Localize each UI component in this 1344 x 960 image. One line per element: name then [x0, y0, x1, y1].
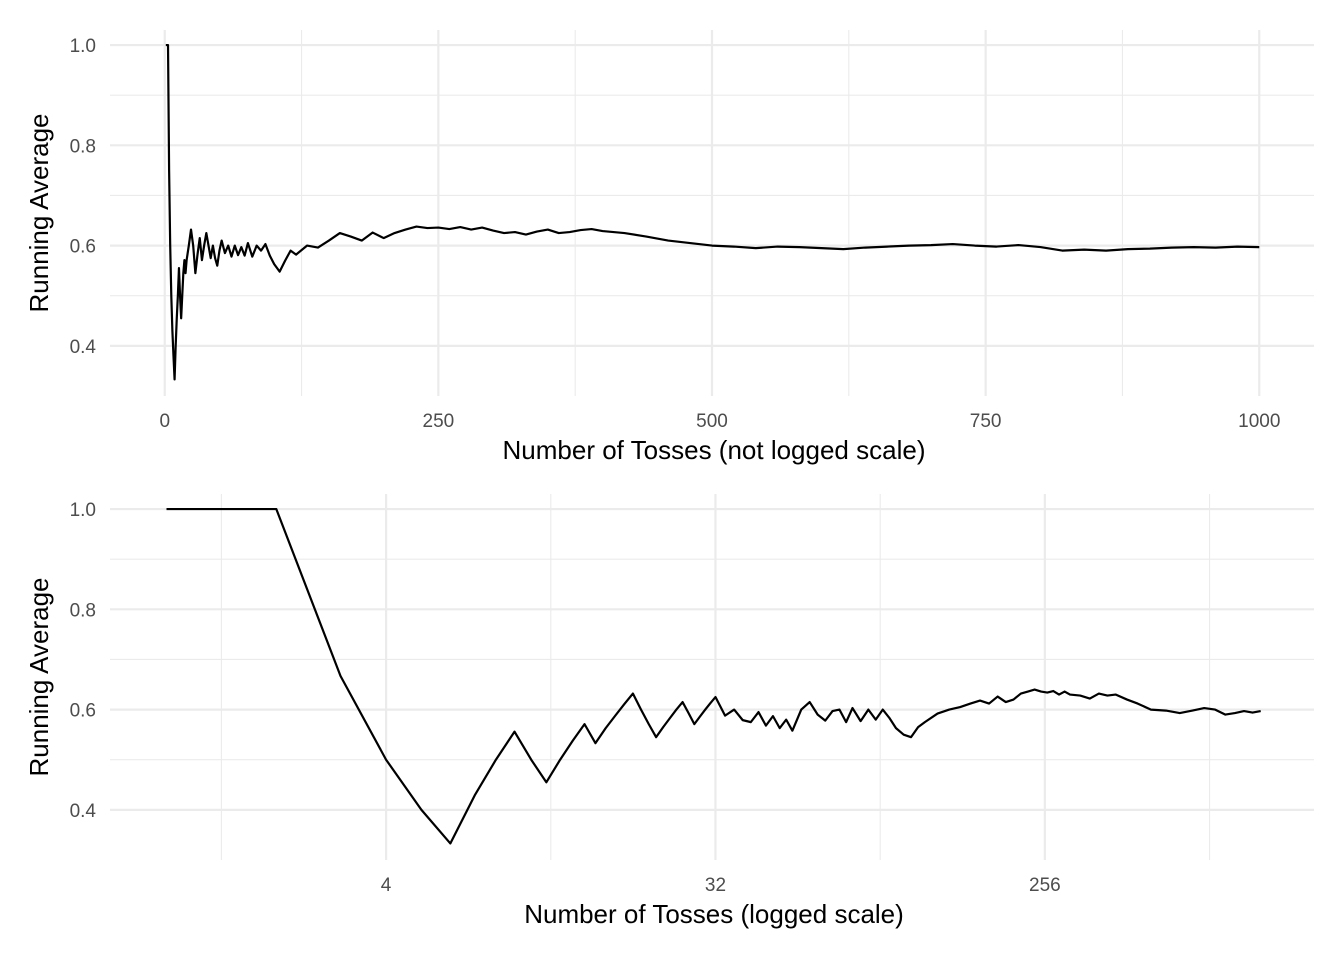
bottom-y-tick-label: 1.0: [70, 500, 96, 521]
bottom-series: [166, 507, 1261, 845]
bottom-x-tick-labels: 4 32 256: [381, 875, 1061, 896]
top-grid: [110, 30, 1314, 396]
bottom-running-average-line: [166, 507, 1261, 845]
top-running-average-line: [165, 43, 1260, 381]
top-panel: 0.4 0.6 0.8 1.0 0 250 500 750 1000 Number of To…: [24, 30, 1314, 465]
top-y-axis-title: Running Average: [24, 113, 54, 312]
bottom-y-tick-label: 0.8: [70, 600, 96, 621]
top-y-tick-label: 0.6: [70, 237, 96, 258]
bottom-y-tick-labels: 0.4 0.6 0.8 1.0: [70, 500, 97, 822]
bottom-x-tick-label: 32: [705, 875, 726, 896]
bottom-grid: [110, 494, 1314, 860]
top-x-tick-label: 500: [696, 411, 728, 432]
top-y-tick-labels: 0.4 0.6 0.8 1.0: [70, 36, 97, 358]
top-x-tick-label: 750: [970, 411, 1002, 432]
top-y-tick-label: 0.4: [70, 337, 97, 358]
top-y-tick-label: 1.0: [70, 36, 96, 57]
top-x-tick-label: 250: [423, 411, 455, 432]
bottom-x-tick-label: 4: [381, 875, 392, 896]
bottom-panel: 0.4 0.6 0.8 1.0 4 32 256 Number of Tosses (lo…: [24, 494, 1314, 929]
top-series: [165, 43, 1260, 381]
bottom-y-tick-label: 0.6: [70, 701, 96, 722]
top-x-axis-title: Number of Tosses (not logged scale): [503, 435, 926, 465]
top-x-tick-label: 0: [159, 411, 170, 432]
bottom-x-tick-label: 256: [1029, 875, 1061, 896]
top-x-tick-labels: 0 250 500 750 1000: [159, 411, 1280, 432]
bottom-y-axis-title: Running Average: [24, 577, 54, 776]
top-x-tick-label: 1000: [1238, 411, 1280, 432]
bottom-x-axis-title: Number of Tosses (logged scale): [524, 899, 904, 929]
top-y-tick-label: 0.8: [70, 136, 96, 157]
bottom-y-tick-label: 0.4: [70, 801, 97, 822]
